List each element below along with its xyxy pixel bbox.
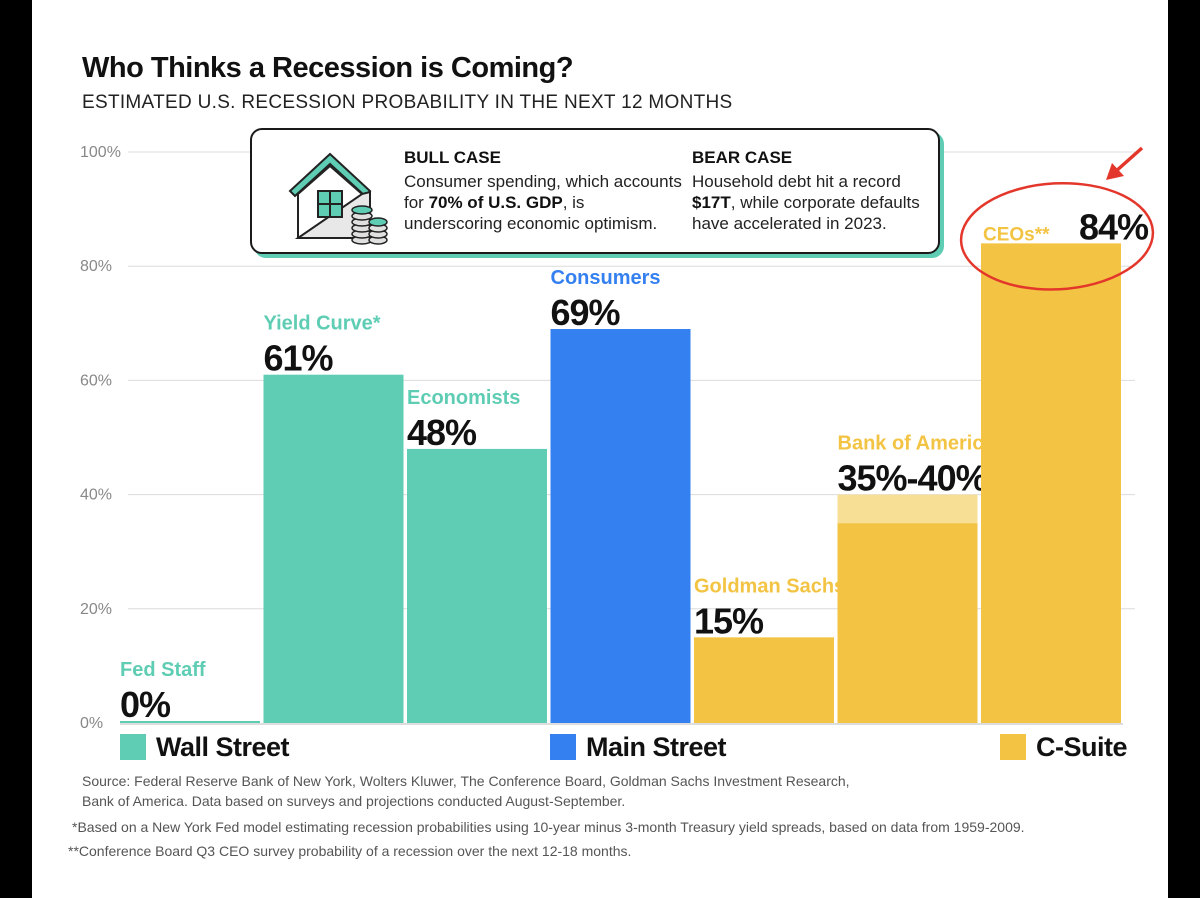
y-tick-label: 40% <box>80 487 112 504</box>
legend-swatch-c-suite <box>1000 734 1026 760</box>
arrow-head <box>1106 163 1124 180</box>
house-coins-icon <box>288 152 388 245</box>
y-tick-label: 20% <box>80 601 112 618</box>
chart-subtitle: ESTIMATED U.S. RECESSION PROBABILITY IN … <box>82 92 733 113</box>
legend-c-suite: C-Suite <box>1000 731 1128 763</box>
y-tick-label: 60% <box>80 372 112 389</box>
bar-category-label: Yield Curve* <box>264 313 381 335</box>
legend-label-wall-street: Wall Street <box>156 731 290 762</box>
bear-case-text: Household debt hit a record $17T, while … <box>692 172 920 233</box>
bar-value-label: 35%-40% <box>838 458 988 499</box>
legend-wall-street: Wall Street <box>120 731 290 763</box>
arrow-shaft <box>1113 146 1144 174</box>
bar <box>407 448 547 723</box>
bar-category-label: Fed Staff <box>120 659 206 681</box>
bar-value-label: 84% <box>1079 206 1149 247</box>
bar-category-label: Consumers <box>551 267 661 289</box>
bar-value-label: 0% <box>120 684 171 725</box>
bar <box>981 243 1121 724</box>
bull-case-text: Consumer spending, which accounts for 70… <box>404 172 682 233</box>
bar <box>837 523 978 723</box>
bar-category-label: Goldman Sachs <box>694 575 845 597</box>
bar-category-label: Economists <box>407 387 520 409</box>
bar <box>694 637 834 723</box>
bar-range <box>837 494 978 524</box>
y-tick-label: 100% <box>80 144 121 161</box>
bar-value-label: 48% <box>407 412 477 453</box>
legend-swatch-wall-street <box>120 734 146 760</box>
y-tick-label: 0% <box>80 715 103 732</box>
bar-value-label: 61% <box>264 338 334 379</box>
bar-category-label: Bank of America <box>838 433 996 455</box>
legend-label-main-street: Main Street <box>586 731 727 762</box>
callout-box: BULL CASE Consumer spending, which accou… <box>250 128 940 254</box>
bar <box>263 374 404 723</box>
bar <box>550 329 691 723</box>
bar-value-label: 69% <box>551 292 621 333</box>
legend-main-street: Main Street <box>550 731 727 763</box>
bar-category-label: CEOs** <box>983 224 1050 245</box>
legend-label-c-suite: C-Suite <box>1036 731 1128 762</box>
footnote-ceos: **Conference Board Q3 CEO survey probabi… <box>68 843 632 859</box>
source-line-1: Source: Federal Reserve Bank of New York… <box>82 773 850 789</box>
footnote-yield-curve: *Based on a New York Fed model estimatin… <box>72 819 1025 835</box>
bull-case-title: BULL CASE <box>404 148 501 167</box>
y-tick-label: 80% <box>80 258 112 275</box>
bar <box>120 721 260 723</box>
highlight-circle <box>959 181 1155 291</box>
chart-title: Who Thinks a Recession is Coming? <box>82 52 574 84</box>
bear-case-title: BEAR CASE <box>692 148 793 167</box>
legend-swatch-main-street <box>550 734 576 760</box>
bar-value-label: 15% <box>694 600 764 641</box>
source-line-2: Bank of America. Data based on surveys a… <box>82 793 626 809</box>
